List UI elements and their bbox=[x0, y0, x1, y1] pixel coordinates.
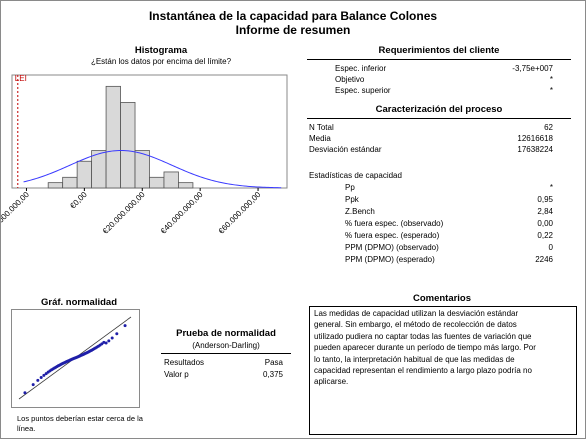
x-tick-label: €20.000.000,00 bbox=[101, 190, 147, 236]
capability-row-value: * bbox=[549, 183, 553, 192]
normality-point bbox=[42, 373, 46, 377]
x-tick-label: €0,00 bbox=[68, 190, 89, 211]
normality-point bbox=[104, 341, 108, 345]
normality-point bbox=[102, 340, 106, 344]
report-title: Instantánea de la capacidad para Balance… bbox=[148, 9, 438, 23]
process-divider bbox=[307, 118, 571, 119]
capability-row-label: % fuera espec. (observado) bbox=[345, 219, 444, 228]
normality-plot bbox=[11, 309, 140, 408]
histogram-bar bbox=[105, 85, 121, 189]
histogram-chart: LEI -€20.000.000,00 €0,00 €20.000.000,00 €40… bbox=[1, 74, 288, 238]
comment-line: utilizado pudiera no captar todas las fu… bbox=[314, 331, 532, 341]
requirement-row-value: * bbox=[549, 86, 553, 95]
capability-row-label: PPM (DPMO) (observado) bbox=[345, 243, 439, 252]
x-tick-label: €60.000.000,00 bbox=[217, 190, 263, 236]
normality-point bbox=[31, 383, 35, 387]
histogram-bar bbox=[134, 150, 150, 189]
histogram-bar bbox=[47, 182, 64, 189]
process-row-value: 17638224 bbox=[517, 145, 553, 154]
normality-test-row-value: Pasa bbox=[264, 358, 283, 367]
process-title: Caracterización del proceso bbox=[375, 104, 503, 115]
normality-point bbox=[39, 376, 43, 379]
process-row-label: Desviación estándar bbox=[309, 145, 382, 154]
capability-row-value: 2,84 bbox=[537, 207, 553, 216]
normality-point bbox=[23, 391, 27, 395]
requirement-row-value: * bbox=[549, 75, 553, 84]
capability-row-value: 0,95 bbox=[537, 195, 553, 204]
capability-row-label: Ppk bbox=[345, 195, 359, 204]
histogram-bar bbox=[149, 176, 165, 189]
normality-point bbox=[107, 339, 111, 343]
lsl-label: LEI bbox=[15, 74, 27, 83]
requirement-row-label: Objetivo bbox=[335, 75, 365, 84]
process-row-label: N Total bbox=[309, 123, 334, 132]
capability-stats-title: Estadísticas de capacidad bbox=[309, 171, 402, 180]
requirement-row-label: Espec. inferior bbox=[335, 64, 387, 73]
process-row-value: 12616618 bbox=[517, 134, 553, 143]
requirements-title: Requerimientos del cliente bbox=[378, 45, 500, 56]
comment-line: capacidad representan el rendimiento a l… bbox=[314, 366, 532, 375]
normality-plot-title: Gráf. normalidad bbox=[41, 297, 118, 308]
normality-test-row-label: Resultados bbox=[164, 358, 205, 367]
normality-point bbox=[110, 336, 114, 340]
normality-footnote-1: Los puntos deberían estar cerca de la bbox=[17, 414, 143, 423]
comments-box bbox=[309, 306, 577, 435]
process-row-label: Media bbox=[309, 134, 331, 143]
normality-test-subtitle: (Anderson-Darling) bbox=[192, 341, 260, 350]
requirements-divider bbox=[307, 59, 571, 60]
histogram-bar bbox=[91, 150, 107, 189]
capability-row-value: 0 bbox=[548, 243, 553, 252]
histogram-subtitle: ¿Están los datos por encima del límite? bbox=[90, 57, 232, 66]
report-subtitle: Informe de resumen bbox=[235, 23, 351, 37]
capability-row-value: 0,22 bbox=[537, 231, 553, 240]
normality-point bbox=[123, 324, 127, 328]
histogram-title: Histograma bbox=[134, 45, 188, 56]
histogram-bar bbox=[76, 160, 93, 189]
normality-point bbox=[36, 378, 40, 382]
normality-point bbox=[115, 332, 119, 336]
comment-line: aplicarse. bbox=[314, 377, 349, 387]
histogram-bar bbox=[163, 171, 179, 189]
x-tick-label: €40.000.000,00 bbox=[159, 190, 205, 236]
histogram-bar bbox=[120, 102, 136, 189]
requirement-row-value: -3,75e+007 bbox=[512, 64, 553, 73]
comment-line: pueden aparecer durante un período de ti… bbox=[314, 343, 536, 353]
comment-line: lo tanto, la interpretación habitual de … bbox=[314, 354, 515, 364]
capability-row-label: PPM (DPMO) (esperado) bbox=[345, 255, 435, 264]
capability-row-label: % fuera espec. (esperado) bbox=[345, 231, 440, 240]
normality-test-title: Prueba de normalidad bbox=[176, 328, 276, 339]
capability-row-label: Z.Bench bbox=[345, 207, 375, 216]
process-row-value: 62 bbox=[544, 123, 553, 132]
requirement-row-label: Espec. superior bbox=[335, 86, 391, 95]
normality-test-row-value: 0,375 bbox=[262, 370, 283, 379]
capability-row-value: 2246 bbox=[535, 255, 553, 264]
comment-line: Las medidas de capacidad utilizan la des… bbox=[314, 309, 519, 318]
histogram-bar bbox=[62, 176, 78, 189]
comments-title: Comentarios bbox=[412, 293, 472, 304]
normality-test-row-label: Valor p bbox=[164, 370, 189, 379]
histogram-bar bbox=[178, 182, 194, 189]
normal-fit-curve bbox=[23, 149, 282, 189]
normality-test-divider bbox=[161, 353, 291, 354]
comment-line: general. Sin embargo, el método de recol… bbox=[314, 320, 517, 330]
capability-row-label: Pp bbox=[345, 183, 355, 192]
capability-row-value: 0,00 bbox=[537, 219, 553, 228]
normality-footnote-2: línea. bbox=[17, 424, 36, 433]
x-tick-label: -€20.000.000,00 bbox=[1, 190, 31, 238]
